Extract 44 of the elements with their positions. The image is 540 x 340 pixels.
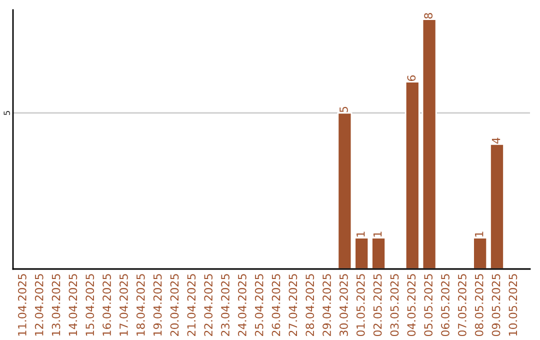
bar [422,18,437,269]
x-tick-label: 23.04.2025 [221,274,230,336]
x-tick-label: 07.05.2025 [458,274,466,336]
data-label: 1 [356,232,365,237]
x-tick-label: 10.05.2025 [508,274,518,336]
x-tick-label: 03.05.2025 [390,274,399,336]
x-tick-label: 26.04.2025 [272,274,280,336]
x-tick-label: 18.04.2025 [136,274,145,336]
bar [404,81,420,269]
bar [490,143,504,269]
x-tick-label: 06.05.2025 [441,274,450,336]
x-tick-label: 11.04.2025 [18,274,26,336]
x-tick-label: 14.04.2025 [68,274,78,336]
data-label: 1 [374,232,382,237]
x-tick-label: 13.04.2025 [52,274,60,336]
x-tick-label: 22.04.2025 [204,274,213,336]
x-tick-label: 16.04.2025 [102,274,111,336]
bar [354,237,370,269]
x-tick-label: 25.04.2025 [254,274,264,336]
data-label: 8 [424,13,433,19]
x-tick-label: 02.05.2025 [373,274,382,336]
data-label: 6 [407,75,416,81]
x-tick-label: 01.05.2025 [356,274,365,336]
x-tick-label: 08.05.2025 [474,274,484,336]
x-tick-label: 19.04.2025 [153,274,162,336]
x-tick-label: 24.04.2025 [238,274,246,336]
x-tick-label: 17.04.2025 [120,274,128,336]
x-tick-label: 09.05.2025 [492,274,500,336]
x-tick-label: 04.05.2025 [407,274,416,336]
x-tick-label: 30.04.2025 [340,274,348,336]
x-tick-label: 28.04.2025 [306,274,314,336]
x-tick-label: 27.04.2025 [288,274,298,336]
x-tick-label: 05.05.2025 [424,274,433,336]
x-tick-label: 29.04.2025 [322,274,331,336]
data-label: 5 [340,106,348,112]
x-tick-label: 15.04.2025 [86,274,94,336]
x-tick-label: 12.04.2025 [34,274,44,336]
bar [371,237,386,269]
data-label: 1 [475,232,484,237]
data-label: 4 [492,138,500,144]
bar [337,112,352,269]
bar [472,237,488,269]
x-tick-label: 21.04.2025 [187,274,196,336]
x-tick-label: 20.04.2025 [170,274,179,336]
